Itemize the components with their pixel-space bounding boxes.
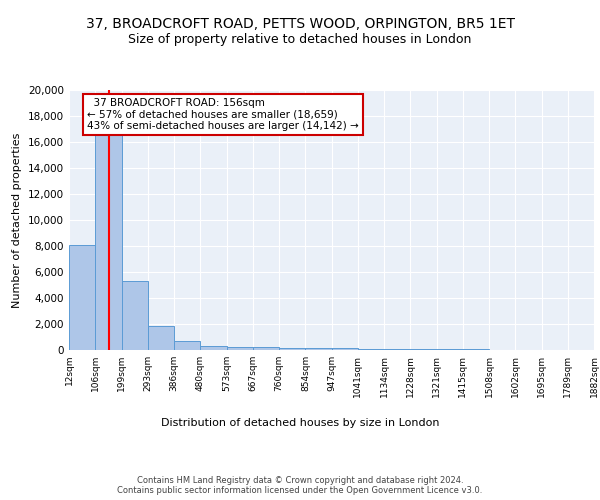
Bar <box>305 348 331 350</box>
Y-axis label: Number of detached properties: Number of detached properties <box>13 132 22 308</box>
Text: Size of property relative to detached houses in London: Size of property relative to detached ho… <box>128 32 472 46</box>
Bar <box>148 326 174 350</box>
Bar <box>121 281 148 350</box>
Bar <box>331 348 358 350</box>
Bar <box>69 244 95 350</box>
Bar <box>253 348 279 350</box>
Bar <box>227 347 253 350</box>
Bar <box>174 341 200 350</box>
Text: 37, BROADCROFT ROAD, PETTS WOOD, ORPINGTON, BR5 1ET: 37, BROADCROFT ROAD, PETTS WOOD, ORPINGT… <box>86 18 515 32</box>
Bar <box>200 346 227 350</box>
Bar <box>358 348 384 350</box>
Text: Distribution of detached houses by size in London: Distribution of detached houses by size … <box>161 418 439 428</box>
Bar <box>410 349 437 350</box>
Text: Contains HM Land Registry data © Crown copyright and database right 2024.
Contai: Contains HM Land Registry data © Crown c… <box>118 476 482 495</box>
Text: 37 BROADCROFT ROAD: 156sqm  
← 57% of detached houses are smaller (18,659)
43% o: 37 BROADCROFT ROAD: 156sqm ← 57% of deta… <box>88 98 359 131</box>
Bar <box>279 348 305 350</box>
Bar <box>95 134 121 350</box>
Bar <box>384 349 410 350</box>
